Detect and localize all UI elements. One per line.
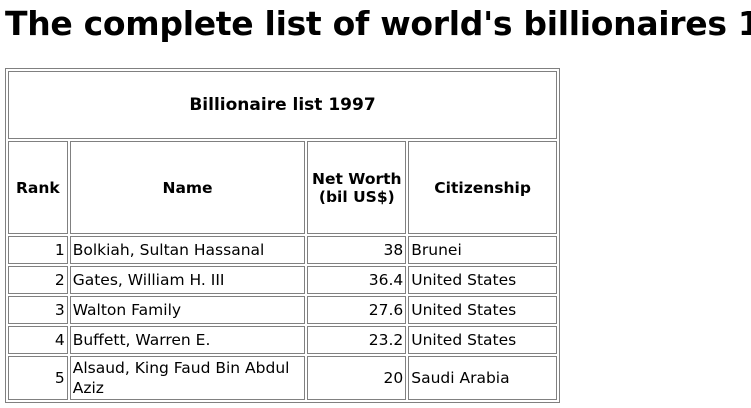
page-title: The complete list of world's billionaire… bbox=[5, 4, 751, 43]
column-header: Citizenship bbox=[408, 141, 557, 234]
table-caption: Billionaire list 1997 bbox=[8, 71, 557, 139]
column-header: Name bbox=[69, 141, 306, 234]
table-row: 3 Walton Family 27.6 United States bbox=[8, 296, 557, 324]
header-row: Rank Name Net Worth (bil US$) Citizenship bbox=[8, 141, 557, 234]
table-row: 1 Bolkiah, Sultan Hassanal 38 Brunei bbox=[8, 236, 557, 264]
table-cell: Bolkiah, Sultan Hassanal bbox=[69, 236, 306, 264]
billionaire-table: Billionaire list 1997 Rank Name Net Worth … bbox=[5, 68, 560, 403]
table-cell: 3 bbox=[8, 296, 68, 324]
table-cell: Brunei bbox=[408, 236, 557, 264]
table-cell: 38 bbox=[307, 236, 407, 264]
column-header: Net Worth (bil US$) bbox=[307, 141, 407, 234]
table-cell: 23.2 bbox=[307, 326, 407, 354]
table-cell: Saudi Arabia bbox=[408, 356, 557, 400]
table-cell: 36.4 bbox=[307, 266, 407, 294]
table-row: 5 Alsaud, King Faud Bin Abdul Aziz 20 Saudi… bbox=[8, 356, 557, 400]
table-cell: Buffett, Warren E. bbox=[69, 326, 306, 354]
table-cell: 4 bbox=[8, 326, 68, 354]
table-cell: Walton Family bbox=[69, 296, 306, 324]
table-row: 2 Gates, William H. III 36.4 United States bbox=[8, 266, 557, 294]
table-cell: 27.6 bbox=[307, 296, 407, 324]
table-cell: United States bbox=[408, 326, 557, 354]
table-row: 4 Buffett, Warren E. 23.2 United States bbox=[8, 326, 557, 354]
column-header: Rank bbox=[8, 141, 68, 234]
table-cell: Gates, William H. III bbox=[69, 266, 306, 294]
table-cell: 5 bbox=[8, 356, 68, 400]
table-cell: 2 bbox=[8, 266, 68, 294]
table-cell: 20 bbox=[307, 356, 407, 400]
table-cell: United States bbox=[408, 296, 557, 324]
table-cell: 1 bbox=[8, 236, 68, 264]
table-cell: United States bbox=[408, 266, 557, 294]
table-cell: Alsaud, King Faud Bin Abdul Aziz bbox=[69, 356, 306, 400]
